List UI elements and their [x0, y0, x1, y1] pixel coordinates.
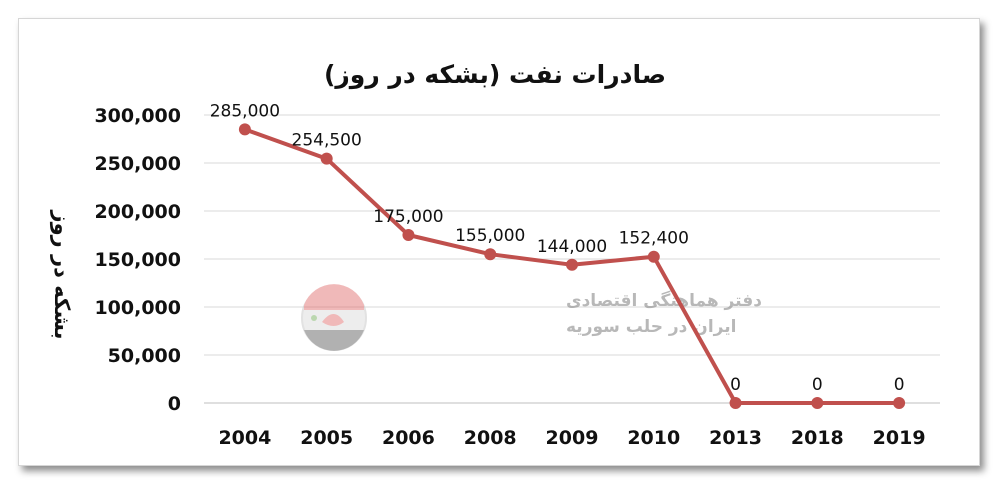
y-axis-ticks: 0 50,000 100,000 150,000 200,000 250,000 300,0…	[94, 105, 181, 415]
y-tick-label: 100,000	[94, 297, 181, 319]
y-tick-label: 150,000	[94, 249, 181, 271]
data-labels: 285,000 254,500 175,000 155,000 144,000 152,4…	[210, 101, 905, 395]
data-point	[238, 123, 251, 136]
y-tick-label: 50,000	[108, 345, 181, 367]
watermark-line-1: دفتر هماهنگی اقتصادی	[566, 290, 762, 311]
watermark: دفتر هماهنگی اقتصادی ایران در حلب سوریه	[301, 284, 762, 351]
data-label: 144,000	[537, 237, 607, 257]
x-tick-label: 2018	[791, 427, 844, 449]
watermark-logo	[301, 284, 367, 351]
chart-frame	[18, 18, 980, 466]
y-axis-label: بشکه در روز	[50, 210, 74, 340]
x-tick-label: 2006	[382, 427, 435, 449]
y-tick-label: 0	[168, 393, 181, 415]
data-point	[647, 250, 660, 263]
x-axis-ticks: 2004 2005 2006 2008 2009 2010 2013 2018 2019	[218, 427, 925, 449]
data-point	[893, 397, 906, 409]
x-tick-label: 2010	[627, 427, 680, 449]
series-oil-exports	[238, 123, 906, 409]
y-tick-label: 200,000	[94, 201, 181, 223]
data-point	[729, 397, 742, 409]
data-label: 285,000	[210, 101, 280, 121]
x-tick-label: 2013	[709, 427, 762, 449]
x-tick-label: 2004	[218, 427, 271, 449]
data-point	[402, 229, 415, 241]
data-label: 0	[812, 375, 823, 395]
data-label: 155,000	[455, 226, 525, 246]
data-label: 0	[730, 375, 741, 395]
x-tick-label: 2009	[546, 427, 599, 449]
x-tick-label: 2019	[873, 427, 926, 449]
data-point	[566, 258, 578, 271]
data-label: 175,000	[373, 207, 443, 227]
x-tick-label: 2005	[300, 427, 353, 449]
x-tick-label: 2008	[464, 427, 517, 449]
y-tick-label: 300,000	[94, 105, 181, 127]
data-label: 254,500	[292, 131, 362, 151]
data-label: 0	[894, 375, 905, 395]
chart-title: صادرات نفت (بشکه در روز)	[324, 60, 666, 90]
data-label: 152,400	[619, 229, 689, 249]
y-tick-label: 250,000	[94, 153, 181, 175]
watermark-line-2: ایران در حلب سوریه	[566, 317, 736, 337]
data-point	[320, 152, 333, 165]
data-point	[811, 397, 824, 409]
data-point	[484, 248, 497, 261]
